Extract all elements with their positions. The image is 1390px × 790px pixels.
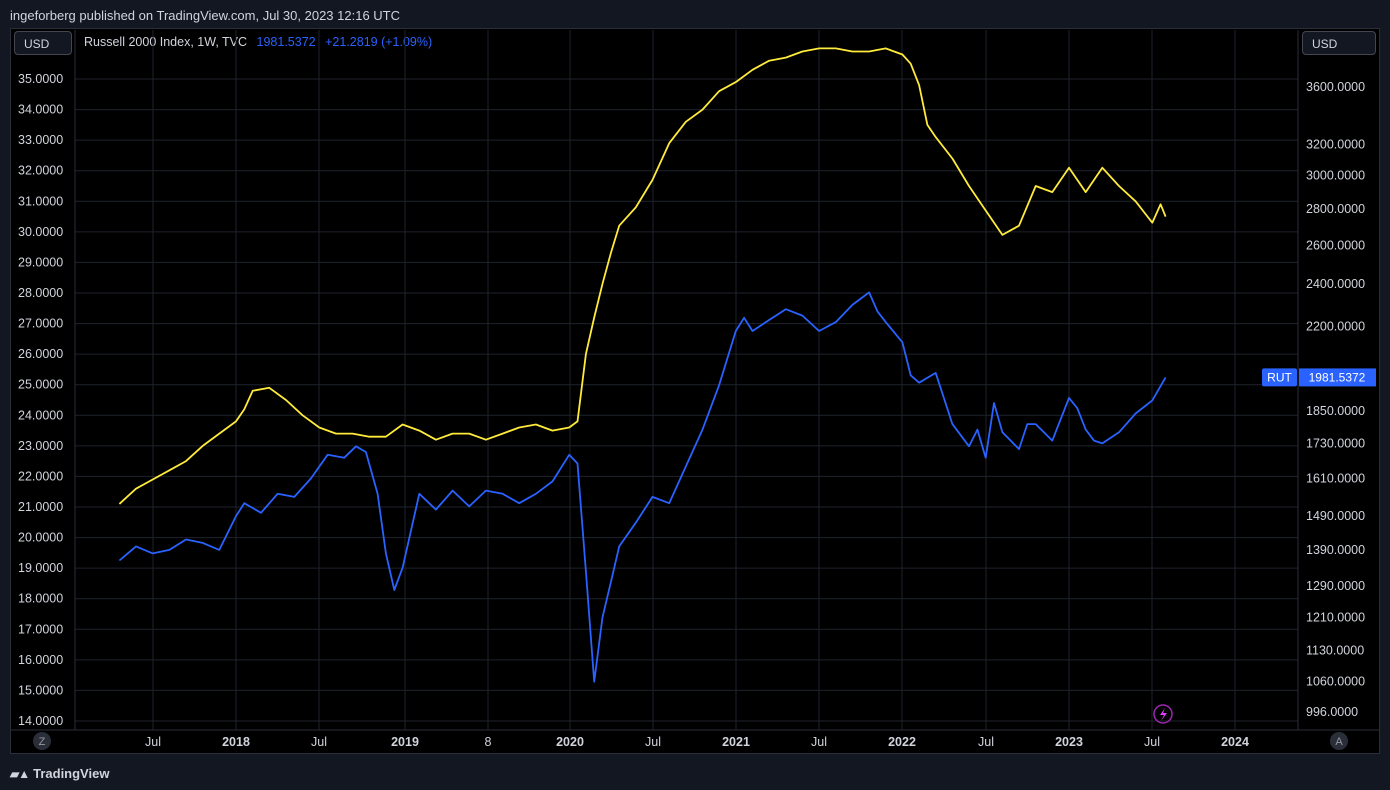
legend-change: +21.2819 (+1.09%): [325, 35, 433, 49]
footer-brand: ▰▲ TradingView: [10, 766, 109, 781]
chart-frame[interactable]: [10, 28, 1380, 754]
series-legend[interactable]: Russell 2000 Index, 1W, TVC 1981.5372 +2…: [84, 35, 432, 49]
legend-value: 1981.5372: [256, 35, 316, 49]
legend-symbol: Russell 2000 Index, 1W, TVC: [84, 35, 248, 49]
left-currency-button[interactable]: USD: [14, 31, 72, 55]
tradingview-logo-icon: ▰▲: [10, 766, 30, 781]
right-currency-button[interactable]: USD: [1302, 31, 1376, 55]
published-by-text: ingeforberg published on TradingView.com…: [10, 8, 401, 23]
footer-brand-text: TradingView: [33, 766, 110, 781]
